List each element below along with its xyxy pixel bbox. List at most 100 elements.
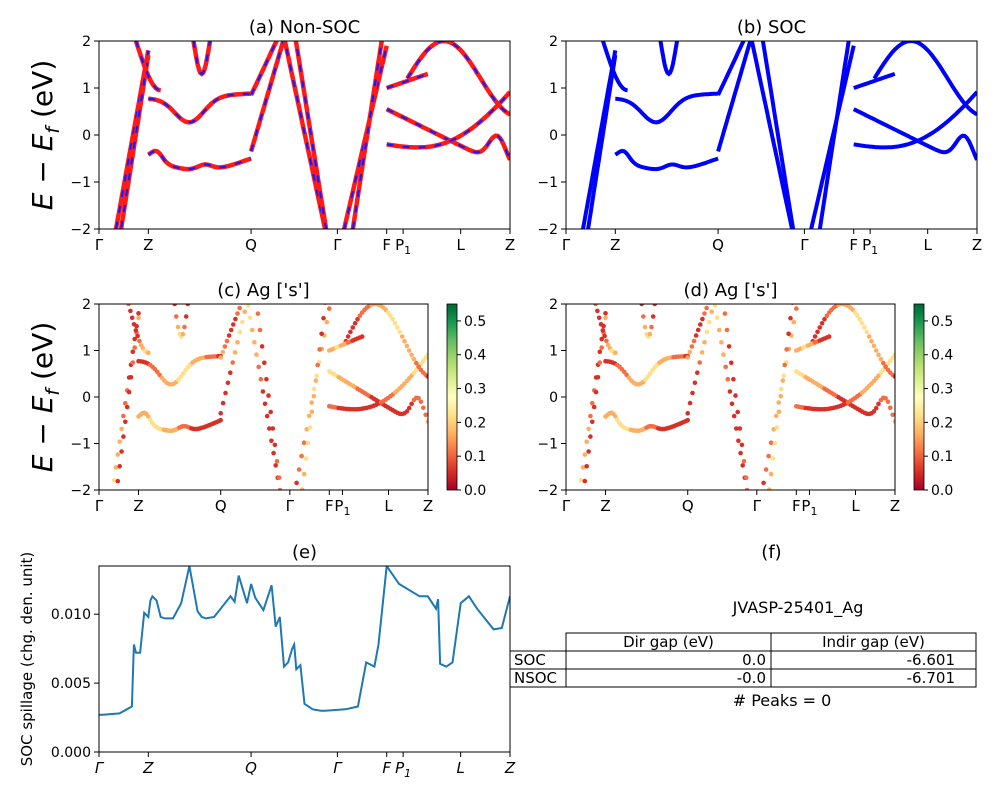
band-point (770, 456, 776, 461)
band-point (593, 304, 598, 307)
y-tick-label: −1 (537, 175, 558, 191)
band-point (881, 360, 886, 366)
x-tick-label: L (851, 497, 860, 515)
band-point (404, 343, 410, 349)
band-point (228, 327, 234, 333)
band-point (593, 389, 599, 395)
band-point (137, 338, 142, 344)
band-point (743, 475, 749, 481)
panel-a-xticks: Γ Z Q Γ F P1 L Z (95, 229, 515, 257)
band-point (613, 414, 618, 419)
band-point (123, 419, 128, 425)
panel-c: (c) Ag ['s'] −2 −1 0 1 2 Γ Z Q Γ F P1 L Z E − Ef (e… (26, 280, 486, 518)
band-point (136, 315, 141, 321)
band-line (872, 41, 977, 117)
band-point (235, 311, 240, 316)
band-point (815, 329, 820, 335)
band-line (760, 41, 796, 229)
band-point (693, 333, 699, 338)
panel-b-xticks: Γ Z Q Γ F P1 L Z (562, 229, 982, 257)
y-tick-label: 0.005 (51, 676, 91, 692)
y-tick-label: −1 (70, 437, 91, 453)
band-point (781, 373, 786, 379)
band-dash (406, 41, 510, 116)
band-point (888, 405, 893, 411)
panel-a-bands (113, 41, 510, 229)
band-point (746, 492, 751, 497)
band-point (700, 316, 705, 322)
band-point (597, 360, 603, 365)
band-point (180, 371, 186, 376)
band-point (273, 463, 279, 468)
band-point (602, 333, 607, 339)
band-point (782, 362, 787, 368)
panel-e: (e) 0.000 0.005 0.010 Γ Z Q Γ F P1 L Z SOC spilla… (18, 542, 516, 780)
band-point (218, 411, 223, 416)
panel-b: (b) SOC −2 −1 0 1 2 Γ Z Q Γ F P1 L Z (537, 17, 982, 257)
x-tick-label: P1 (395, 236, 411, 257)
band-point (647, 331, 653, 337)
gap-table: Dir gap (eV) Indir gap (eV) SOC 0.0 -6.6… (509, 632, 977, 688)
x-tick-label: Z (600, 497, 610, 515)
band-point (788, 315, 793, 321)
band-point (735, 409, 740, 415)
table-header-indir-gap: Indir gap (eV) (822, 633, 925, 651)
band-point (399, 334, 405, 339)
band-dash (386, 91, 510, 149)
band-point (392, 321, 398, 326)
y-tick-label: 1 (549, 81, 558, 97)
band-point (254, 352, 259, 357)
panel-e-yticks: 0.000 0.005 0.010 (51, 607, 99, 761)
band-point (737, 426, 743, 431)
x-tick-label: Γ (800, 236, 809, 254)
band-point (255, 311, 261, 316)
band-line (615, 91, 719, 125)
x-tick-label: Z (143, 236, 153, 254)
band-point (421, 358, 426, 364)
band-line (852, 107, 977, 161)
x-tick-label: Q (682, 497, 694, 515)
band-point (717, 327, 722, 333)
panel-c-colorbar-ticks: 0.0 0.1 0.2 0.3 0.4 0.5 (457, 314, 486, 499)
band-point (603, 315, 608, 321)
band-point (225, 380, 231, 386)
x-tick-label: Γ (562, 497, 571, 515)
band-point (264, 376, 269, 382)
band-point (245, 304, 251, 308)
band-point (822, 317, 827, 322)
band-point (321, 315, 326, 321)
band-point (121, 413, 126, 419)
band-point (309, 400, 315, 405)
band-point (695, 370, 700, 376)
band-point (731, 413, 737, 419)
x-tick-label: Γ (753, 497, 762, 515)
band-point (761, 480, 766, 486)
table-cell-nsoc-dir: -0.0 (737, 669, 766, 687)
band-point (869, 338, 874, 344)
band-line (293, 41, 329, 229)
band-point (649, 324, 654, 330)
x-tick-label: Q (245, 759, 257, 777)
band-point (776, 409, 782, 415)
band-point (175, 324, 181, 330)
band-point (264, 413, 270, 419)
band-point (892, 374, 895, 379)
band-point (136, 311, 141, 316)
band-point (185, 304, 191, 307)
band-point (707, 319, 712, 325)
band-point (586, 449, 591, 454)
band-point (267, 426, 272, 431)
band-point (277, 487, 283, 490)
y-tick-label: 1 (82, 81, 91, 97)
band-point (691, 338, 697, 344)
panel-f-peaks: # Peaks = 0 (733, 691, 832, 710)
band-point (740, 463, 745, 468)
band-point (812, 334, 818, 339)
band-point (855, 313, 860, 319)
band-point (119, 449, 124, 454)
band-point (778, 386, 784, 392)
band-point (182, 324, 187, 330)
band-line (658, 41, 679, 77)
band-point (582, 452, 588, 457)
band-point (862, 325, 867, 330)
